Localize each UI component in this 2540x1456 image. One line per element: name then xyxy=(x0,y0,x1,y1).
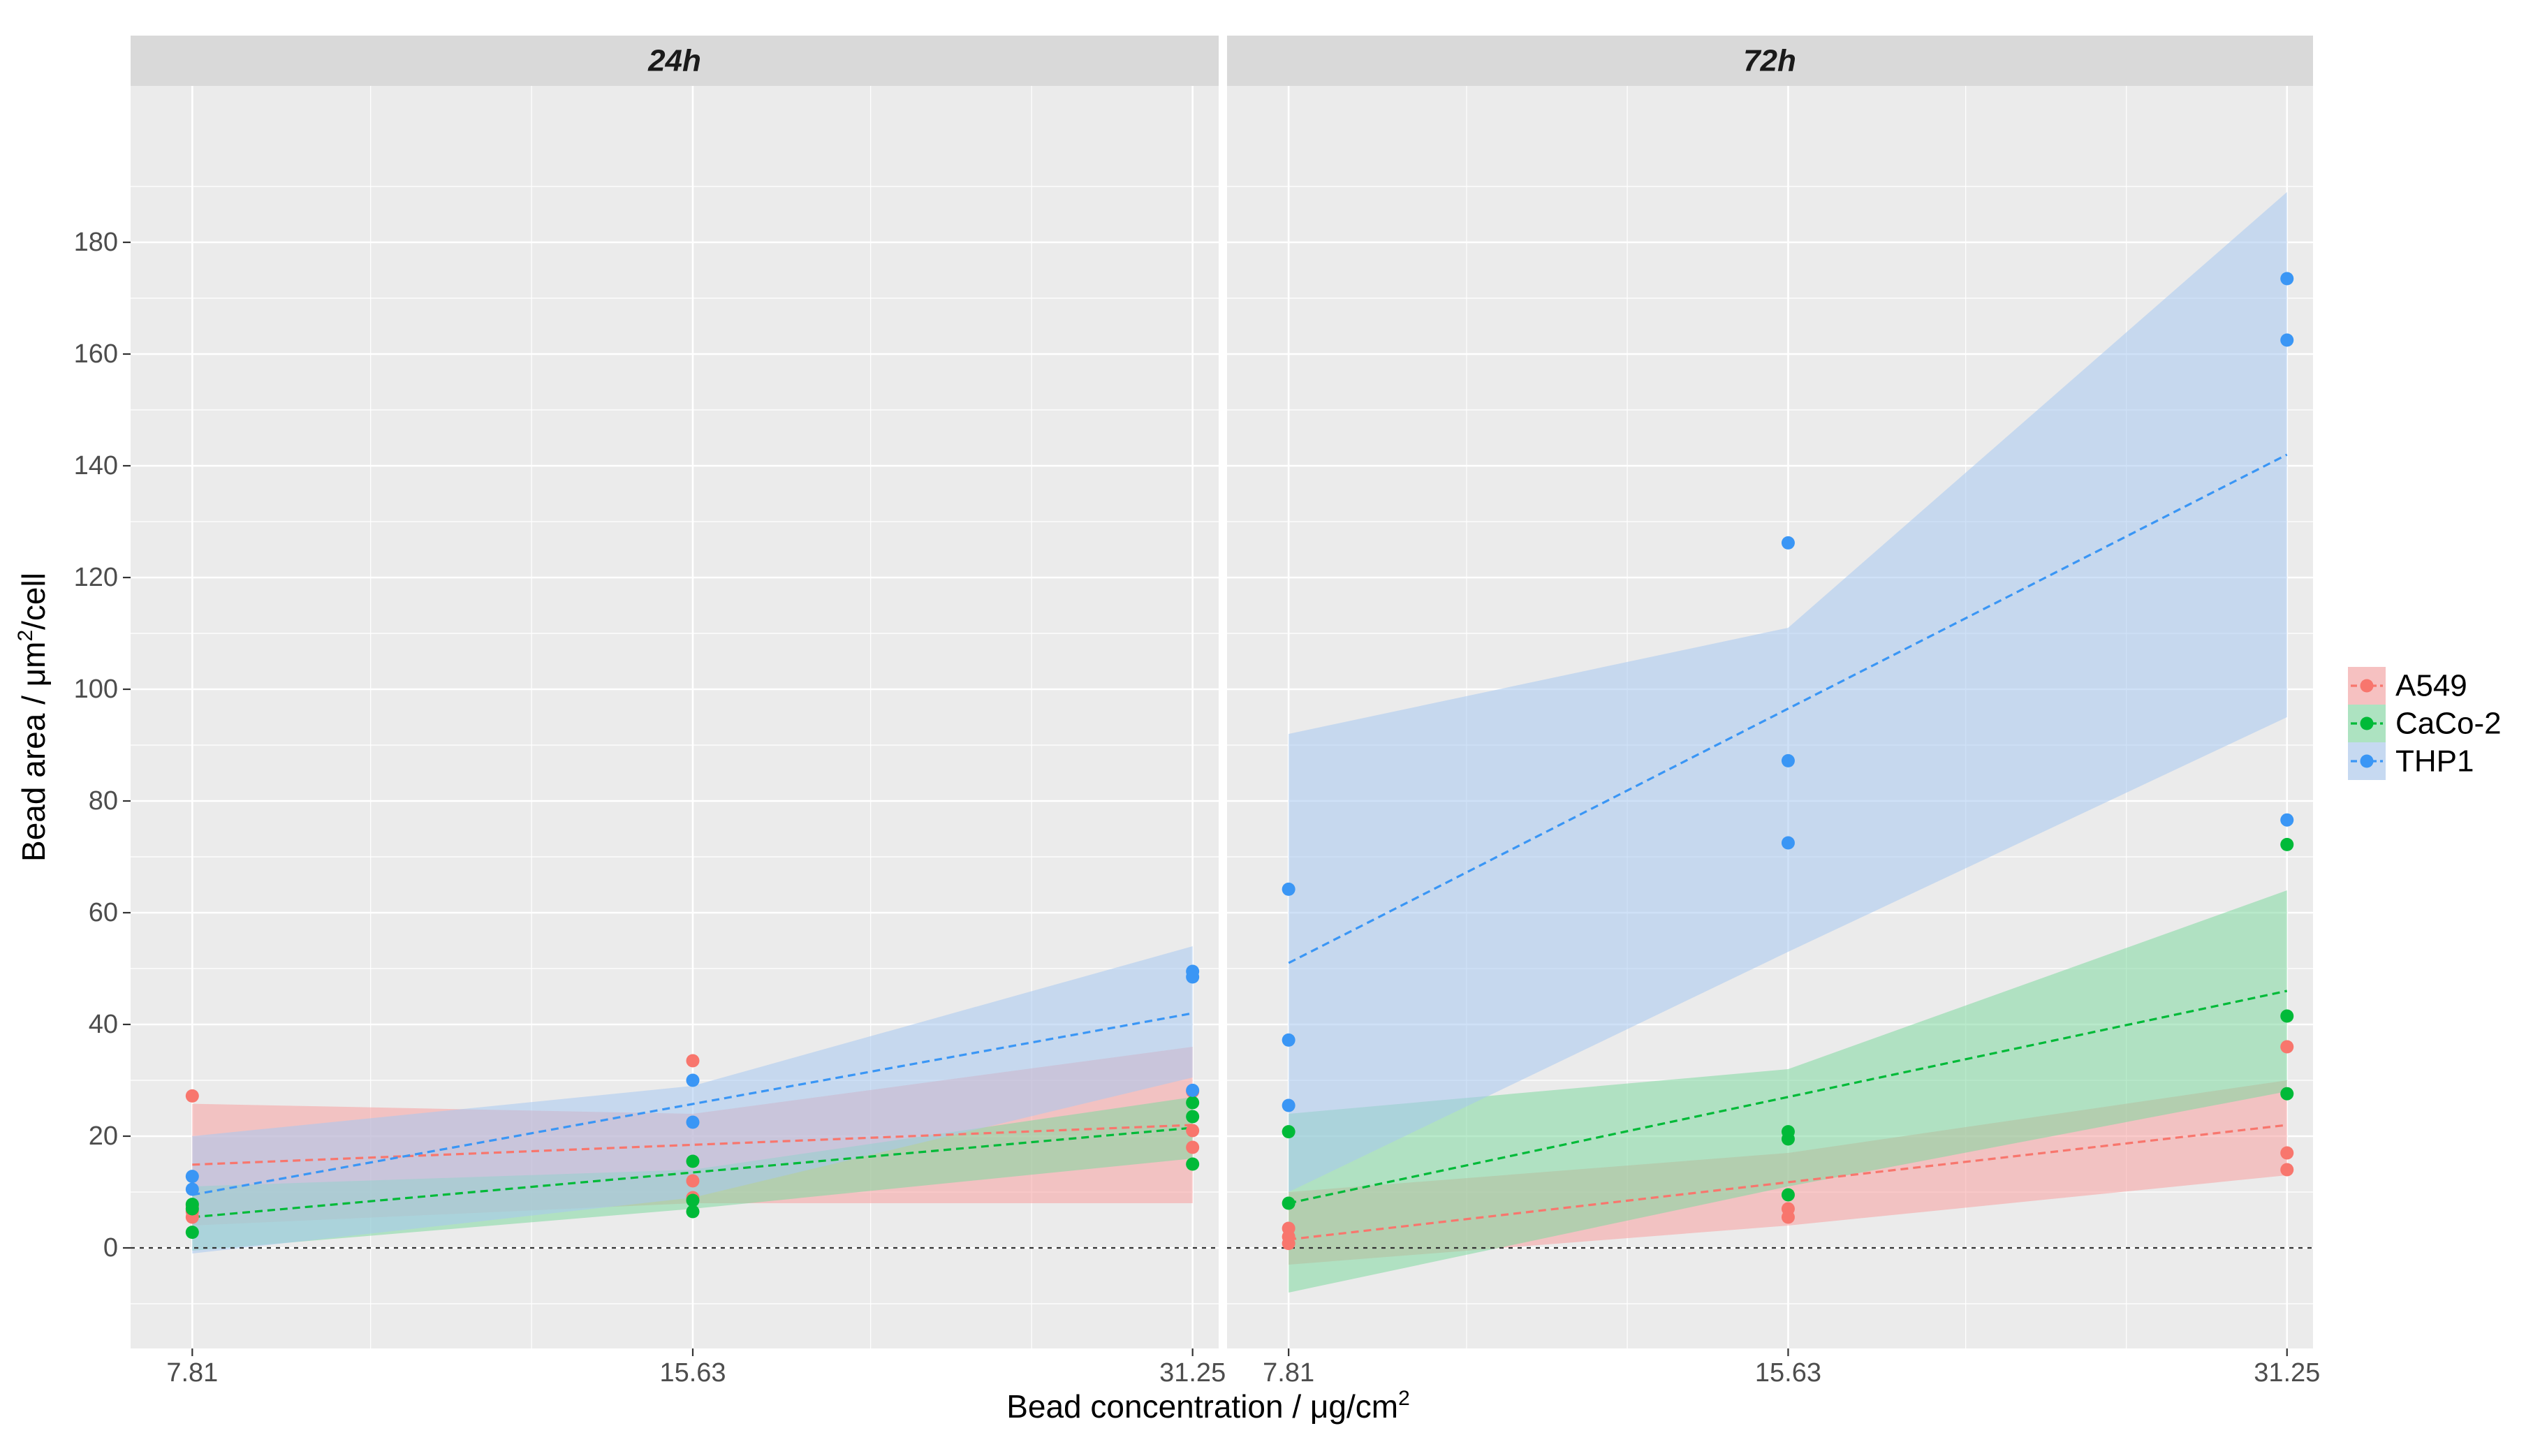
y-tick-label: 180 xyxy=(74,228,118,257)
data-point-caco-2-72h xyxy=(2280,1087,2294,1101)
x-tick-label: 31.25 xyxy=(1159,1358,1226,1388)
data-point-caco-2-24h xyxy=(686,1193,700,1207)
data-point-caco-2-72h xyxy=(2280,837,2294,851)
data-point-a549-24h xyxy=(1186,1140,1200,1154)
data-point-caco-2-24h xyxy=(686,1154,700,1168)
data-point-caco-2-24h xyxy=(185,1202,199,1216)
data-point-a549-72h xyxy=(1282,1237,1295,1251)
data-point-thp1-24h xyxy=(185,1182,199,1196)
y-tick-label: 140 xyxy=(74,451,118,480)
legend-item-caco-2: CaCo-2 xyxy=(2348,705,2502,742)
data-point-a549-24h xyxy=(686,1174,700,1188)
confidence-band-thp1-24h xyxy=(192,946,1193,1253)
fit-line-caco-2-72h xyxy=(1288,990,2288,1205)
data-point-thp1-72h xyxy=(2280,272,2294,286)
y-tick-label: 160 xyxy=(74,339,118,369)
data-point-caco-2-72h xyxy=(1282,1196,1295,1210)
data-point-thp1-24h xyxy=(686,1115,700,1129)
data-point-thp1-72h xyxy=(1781,536,1795,550)
y-axis-title: Bead area / μm2/cell xyxy=(14,573,52,862)
x-tick-label: 7.81 xyxy=(1263,1358,1314,1388)
data-point-thp1-72h xyxy=(1781,836,1795,850)
y-tick-label: 20 xyxy=(89,1122,118,1151)
data-point-caco-2-24h xyxy=(1186,1157,1200,1171)
x-axis-title-main: Bead concentration / μg/cm xyxy=(1006,1388,1398,1425)
y-tick-label: 40 xyxy=(89,1010,118,1039)
data-point-thp1-24h xyxy=(686,1073,700,1087)
x-tick-label: 15.63 xyxy=(1755,1358,1821,1388)
data-points-72h xyxy=(1282,272,2294,1251)
data-point-thp1-72h xyxy=(1282,1033,1295,1047)
fit-lines-72h xyxy=(1288,453,2288,1241)
data-point-a549-72h xyxy=(2280,1163,2294,1177)
x-tick-label: 7.81 xyxy=(166,1358,218,1388)
data-point-thp1-24h xyxy=(1186,970,1200,984)
data-point-thp1-72h xyxy=(2280,333,2294,347)
facet-strip-label-24h: 24h xyxy=(647,44,701,78)
data-points-24h xyxy=(185,964,1200,1240)
data-point-thp1-72h xyxy=(1282,1098,1295,1112)
data-point-a549-24h xyxy=(185,1089,199,1103)
data-point-a549-72h xyxy=(2280,1040,2294,1054)
y-axis-title-pre: Bead area / μm xyxy=(15,642,52,862)
confidence-bands-72h xyxy=(1289,192,2287,1293)
fit-line-thp1-24h xyxy=(192,1012,1193,1196)
data-point-thp1-72h xyxy=(1781,753,1795,767)
y-axis-title-superscript: 2 xyxy=(14,630,37,642)
data-point-caco-2-24h xyxy=(1186,1110,1200,1124)
x-axis-title: Bead concentration / μg/cm2 xyxy=(1006,1387,1410,1425)
legend-key-point xyxy=(2360,679,2374,693)
data-point-thp1-72h xyxy=(2280,813,2294,827)
x-axis: 7.81 15.63 31.25 7.81 15.63 31.25 xyxy=(166,1348,2320,1388)
data-point-caco-2-72h xyxy=(1282,1125,1295,1139)
legend-key-point xyxy=(2360,754,2374,768)
data-point-caco-2-24h xyxy=(1186,1096,1200,1110)
facet-panel-24h: 24h xyxy=(131,36,1219,1348)
data-point-caco-2-24h xyxy=(686,1205,700,1219)
data-point-thp1-24h xyxy=(1186,1083,1200,1097)
fit-line-caco-2-24h xyxy=(192,1126,1193,1219)
data-point-caco-2-24h xyxy=(185,1226,199,1240)
facet-panel-72h: 72h xyxy=(1227,36,2313,1348)
data-point-thp1-24h xyxy=(185,1170,199,1184)
fit-line-a549-24h xyxy=(192,1124,1193,1166)
y-tick-label: 120 xyxy=(74,563,118,592)
data-point-a549-24h xyxy=(1186,1124,1200,1138)
data-point-caco-2-72h xyxy=(2280,1009,2294,1023)
y-axis: 0 20 40 60 80 100 120 140 160 180 xyxy=(74,228,131,1263)
facet-strip-24h xyxy=(131,36,1219,86)
data-point-a549-72h xyxy=(2280,1146,2294,1160)
fit-lines-24h xyxy=(192,1012,1193,1219)
legend-key-point xyxy=(2360,716,2374,730)
data-point-thp1-72h xyxy=(1282,882,1295,896)
x-tick-label: 15.63 xyxy=(659,1358,726,1388)
legend-item-a549: A549 xyxy=(2348,667,2467,705)
confidence-band-thp1-72h xyxy=(1289,192,2287,1192)
y-tick-label: 60 xyxy=(89,898,118,927)
x-axis-title-superscript: 2 xyxy=(1398,1387,1410,1410)
fit-line-thp1-72h xyxy=(1288,453,2288,964)
facet-strip-72h xyxy=(1227,36,2313,86)
data-point-caco-2-72h xyxy=(1781,1188,1795,1202)
y-axis-title-post: /cell xyxy=(15,573,52,630)
legend-label-thp1: THP1 xyxy=(2395,744,2474,779)
x-tick-label: 31.25 xyxy=(2254,1358,2320,1388)
legend-item-thp1: THP1 xyxy=(2348,742,2474,780)
data-point-a549-24h xyxy=(686,1054,700,1068)
legend-label-a549: A549 xyxy=(2395,669,2467,703)
confidence-bands-24h xyxy=(192,946,1193,1253)
y-tick-label: 80 xyxy=(89,786,118,816)
legend-label-caco-2: CaCo-2 xyxy=(2395,707,2502,741)
y-tick-label: 100 xyxy=(74,675,118,704)
data-point-a549-72h xyxy=(1781,1210,1795,1224)
y-tick-label: 0 xyxy=(103,1233,118,1263)
fit-line-a549-72h xyxy=(1288,1124,2287,1241)
data-point-caco-2-72h xyxy=(1781,1132,1795,1146)
facet-strip-label-72h: 72h xyxy=(1743,44,1796,78)
confidence-band-caco-2-72h xyxy=(1289,890,2287,1293)
